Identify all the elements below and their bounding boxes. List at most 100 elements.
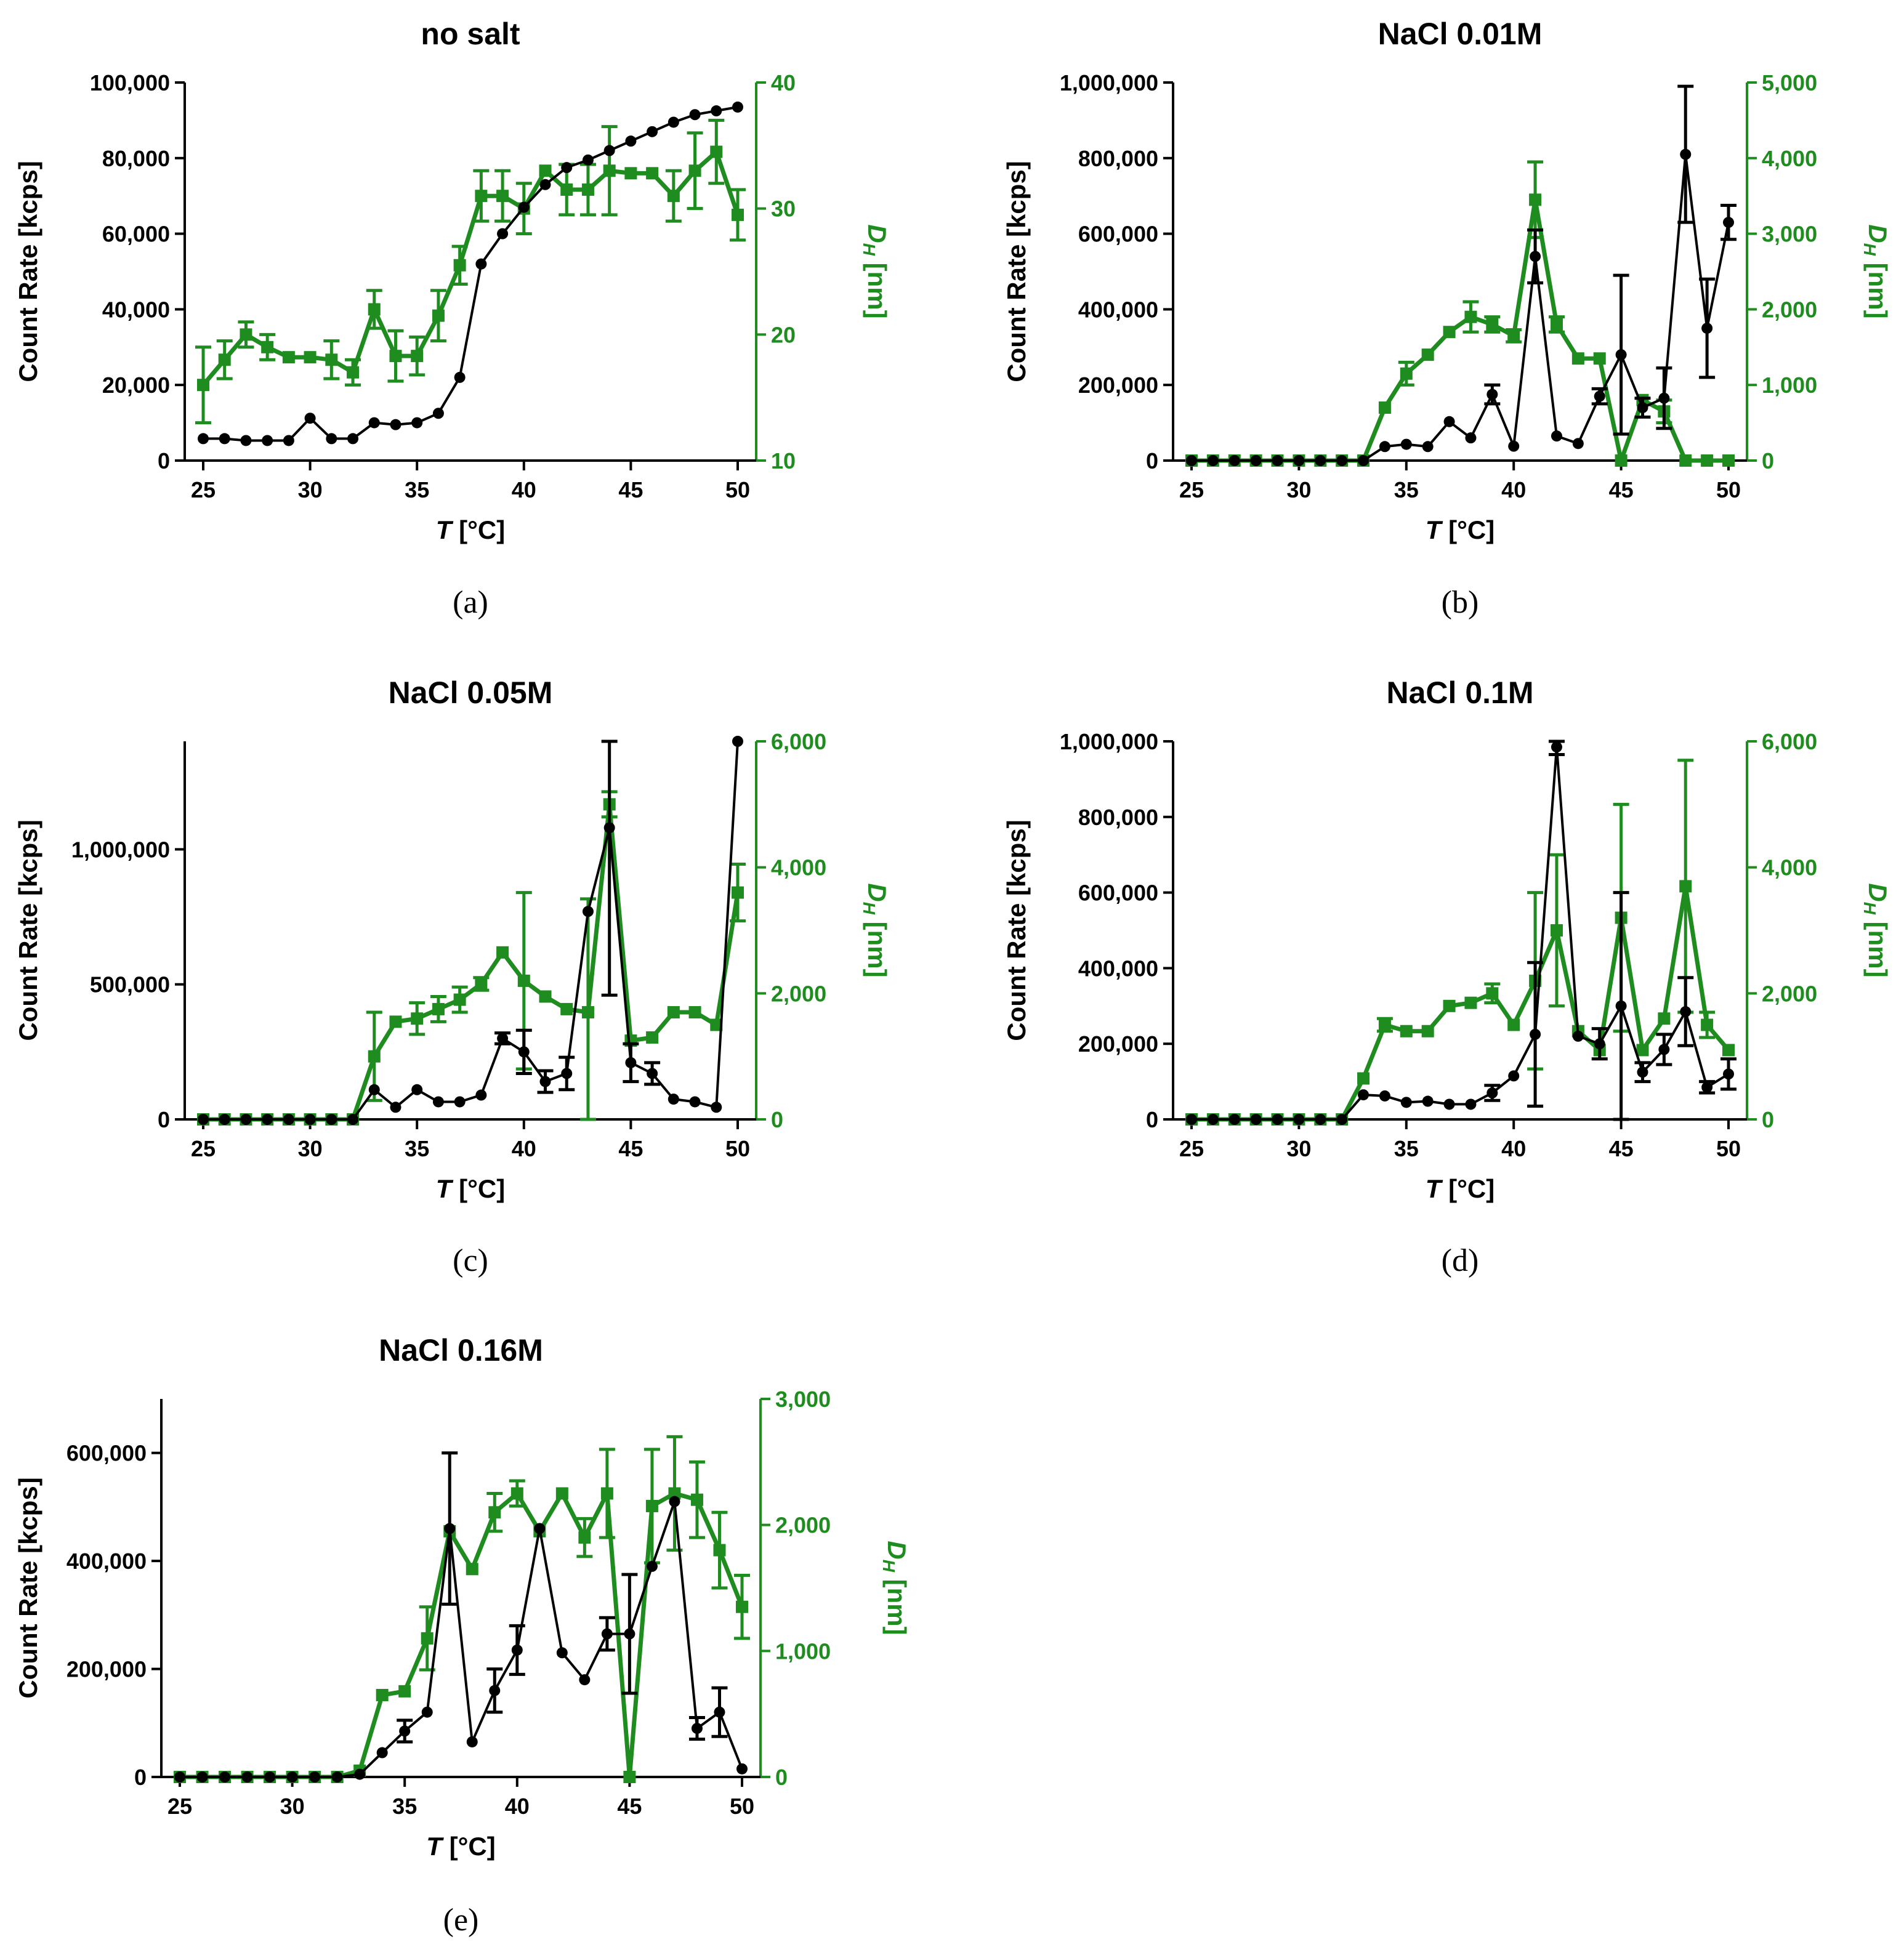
data-point [1701,323,1713,334]
data-point [1701,1081,1713,1093]
left-y-tick-label: 0 [134,1765,147,1790]
x-tick-label: 45 [618,477,643,502]
data-point [1658,1044,1670,1055]
left-y-tick-label: 0 [1146,1107,1158,1132]
data-point [325,353,338,366]
data-point [475,190,488,203]
data-point [710,145,723,158]
left-y-tick-label: 200,000 [1078,1031,1158,1057]
panel-caption: (e) [443,1903,479,1938]
x-tick-label: 50 [1716,477,1741,502]
data-point [283,435,294,446]
data-point [1315,1114,1326,1125]
data-point [1551,741,1562,753]
data-point [286,1771,298,1783]
data-point [475,1089,487,1101]
right-y-tick-label: 10 [771,448,796,473]
data-point [347,1114,359,1125]
right-y-tick-label: 4,000 [1762,146,1817,171]
data-point [1658,392,1670,404]
left-y-axis-label: Count Rate [kcps] [1002,161,1031,382]
series-line [203,105,738,442]
data-point [560,183,573,196]
data-point [1207,455,1219,466]
data-point [241,1771,253,1783]
data-point [688,1006,701,1019]
left-y-axis-label: Count Rate [kcps] [14,820,42,1041]
data-point [603,822,615,834]
data-point [732,886,744,899]
right-y-tick-label: 0 [1762,1107,1774,1132]
data-point [600,1487,613,1500]
x-tick-label: 50 [725,477,750,502]
data-point [1465,432,1477,444]
data-point [669,1496,680,1507]
right-y-tick-label: 2,000 [775,1513,831,1538]
left-y-tick-label: 600,000 [1078,222,1158,247]
left-y-tick-label: 200,000 [1078,373,1158,398]
left-y-axis-label: Count Rate [kcps] [1002,820,1031,1041]
data-point [625,1057,637,1068]
data-point [432,408,444,419]
data-point [390,419,401,430]
data-point [496,190,509,203]
data-point [1443,326,1456,339]
data-point [1443,416,1455,427]
data-point [1571,352,1584,365]
data-point [1530,1028,1541,1040]
data-point [603,164,616,177]
data-point [556,1647,568,1659]
data-point [309,1771,321,1783]
data-point [1572,1030,1584,1042]
left-y-axis-label: Count Rate [kcps] [14,161,42,382]
left-y-tick-label: 200,000 [67,1657,147,1682]
right-y-tick-label: 3,000 [775,1387,831,1412]
x-tick-label: 30 [280,1794,305,1819]
data-point [368,1050,381,1063]
right-y-tick-label: 2,000 [771,981,826,1006]
data-point [1594,390,1605,402]
data-point [1378,1018,1391,1031]
data-point [240,1114,252,1125]
data-point [1615,454,1628,467]
data-point [1572,438,1584,449]
x-axis-label: T [°C] [1426,1174,1495,1203]
data-point [368,417,380,429]
data-point [1186,1114,1197,1125]
right-y-tick-label: 5,000 [1762,70,1817,95]
chart-panel-d: 25 30 35 40 45 50 0 200,000 400,000 600,000 800,00… [1002,675,1892,1278]
data-point [1486,389,1498,400]
data-point [603,145,615,156]
data-point [561,162,573,174]
data-point [398,1685,411,1698]
data-point [539,164,552,177]
data-point [511,1644,523,1656]
data-point [1508,1070,1520,1082]
left-y-tick-label: 1,000,000 [71,837,170,862]
x-tick-label: 25 [1179,1136,1204,1161]
data-point [1293,455,1305,466]
x-tick-label: 25 [191,477,216,502]
data-point [444,1523,456,1534]
data-point [1422,441,1434,453]
data-point [1443,999,1456,1012]
data-point [466,1563,478,1576]
data-point [240,328,252,341]
panel-caption: (c) [453,1243,488,1278]
data-point [1250,1114,1262,1125]
data-point [510,1487,523,1500]
data-point [347,366,360,379]
data-point [518,201,530,213]
panel-caption: (a) [453,585,488,620]
data-point [1315,455,1326,466]
data-point [732,208,744,221]
data-point [1443,1098,1455,1110]
x-tick-label: 30 [1286,1136,1311,1161]
data-point [475,977,488,990]
right-y-tick-label: 6,000 [771,729,826,754]
left-y-tick-label: 400,000 [67,1549,147,1574]
series-dh [174,1435,750,1783]
data-point [466,1736,478,1747]
right-y-axis-label: DH [nm] [1860,883,1892,977]
chart-title: no salt [421,17,520,51]
